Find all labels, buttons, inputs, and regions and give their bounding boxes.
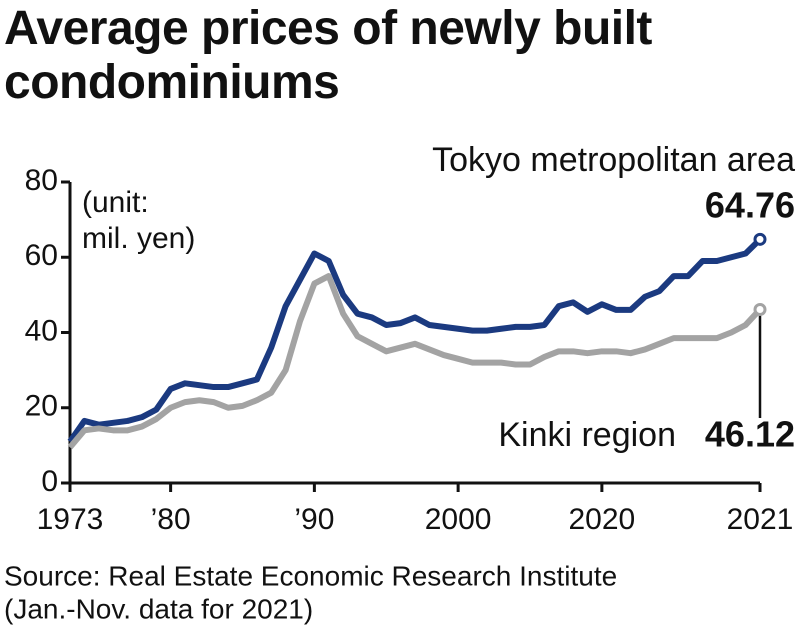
series-line xyxy=(67,273,763,450)
unit-note: (unit: xyxy=(82,186,149,219)
x-tick-label: ’80 xyxy=(151,503,191,536)
chart-title: Average prices of newly built condominiu… xyxy=(4,2,652,109)
unit-note: mil. yen) xyxy=(82,222,195,255)
end-marker xyxy=(753,232,767,246)
x-tick-label: 1973 xyxy=(37,503,104,536)
value-label: 64.76 xyxy=(705,185,795,226)
y-tick-label: 80 xyxy=(25,164,58,197)
series-line xyxy=(67,237,763,444)
source-note: (Jan.-Nov. data for 2021) xyxy=(4,593,313,624)
y-tick-label: 20 xyxy=(25,390,58,423)
end-marker xyxy=(753,302,767,316)
y-tick-label: 40 xyxy=(25,314,58,347)
x-tick-label: 2021 xyxy=(727,503,794,536)
value-label: 46.12 xyxy=(705,414,795,455)
x-tick-label: ’90 xyxy=(294,503,334,536)
x-tick-label: 2020 xyxy=(569,503,636,536)
source: Source: Real Estate Economic Research In… xyxy=(4,560,617,591)
legend-label: Tokyo metropolitan area xyxy=(432,141,795,179)
legend-label: Kinki region xyxy=(498,416,676,454)
y-tick-label: 60 xyxy=(25,239,58,272)
y-tick-label: 0 xyxy=(41,465,58,498)
x-tick-label: 2000 xyxy=(425,503,492,536)
